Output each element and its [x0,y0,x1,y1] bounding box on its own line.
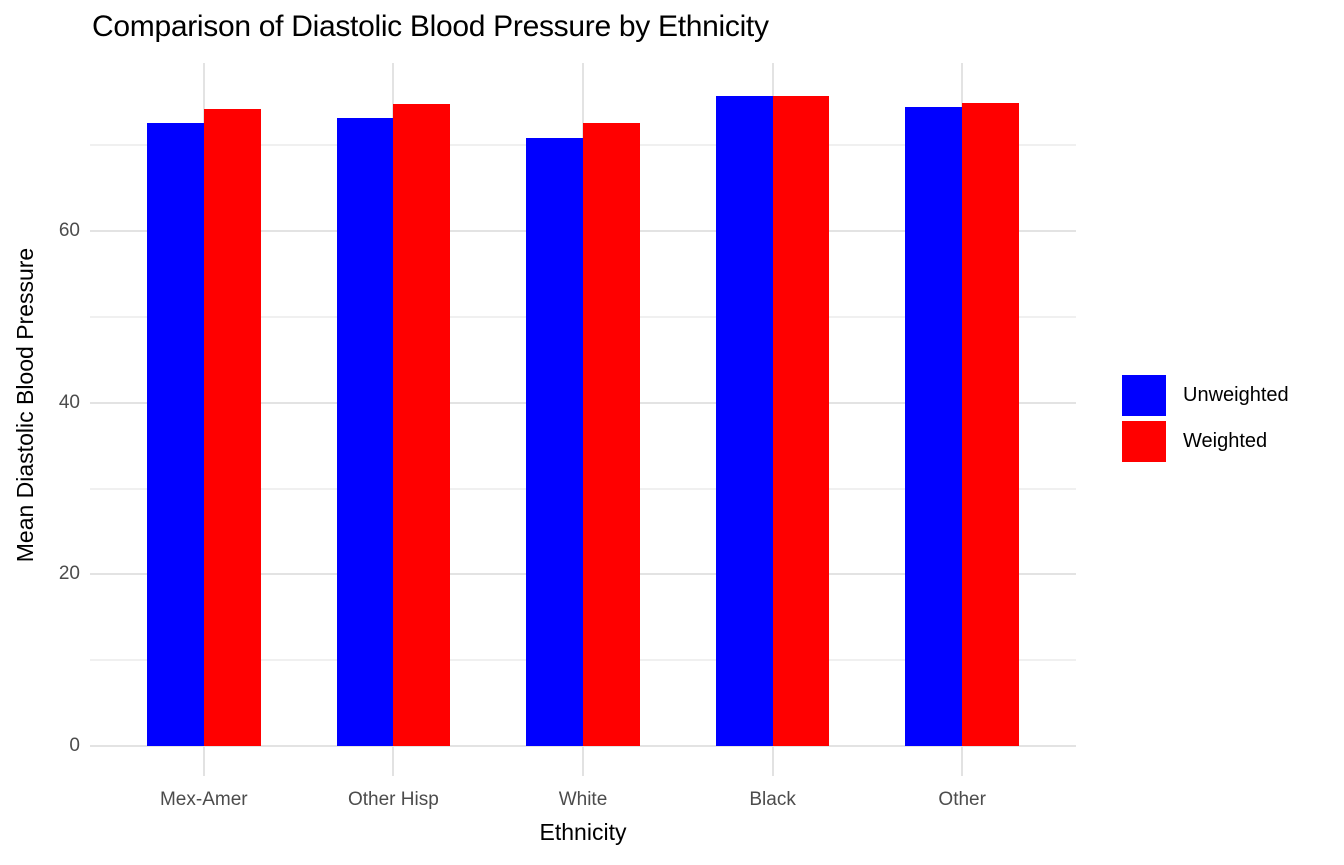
legend-item-unweighted[interactable]: Unweighted [1122,375,1289,416]
x-tick-label: Other [938,789,986,810]
bar-weighted-other [962,103,1020,746]
y-tick-label: 20 [58,563,80,585]
bar-unweighted-other [905,106,963,746]
x-tick-label: Black [749,789,796,810]
legend: Unweighted Weighted [1122,375,1289,462]
x-tick [202,746,205,776]
x-axis-title: Ethnicity [539,819,627,845]
bar-unweighted-other-hisp [336,117,394,746]
legend-swatch-unweighted [1122,375,1166,416]
bar-unweighted-mex-amer [146,123,204,746]
x-tick-label: White [558,789,608,810]
bar-weighted-mex-amer [203,109,261,746]
bar-weighted-other-hisp [393,104,451,746]
bar-weighted-black [772,96,830,746]
legend-label: Unweighted [1183,384,1289,406]
chart-title: Comparison of Diastolic Blood Pressure b… [92,10,769,43]
x-tick [392,746,395,776]
y-tick-label: 40 [58,391,80,413]
plot-area [90,63,1076,747]
x-tick [582,746,584,776]
y-tick-label: 0 [69,735,80,756]
legend-swatch-weighted [1122,421,1166,462]
bar-weighted-white [583,123,640,746]
legend-item-weighted[interactable]: Weighted [1122,421,1289,462]
x-tick-label: Other Hisp [347,789,439,810]
legend-label: Weighted [1183,430,1268,452]
bar-unweighted-white [526,137,583,746]
bar-unweighted-black [715,95,773,746]
x-tick [771,746,774,776]
y-tick-label: 60 [58,220,80,242]
x-tick-label: Mex-Amer [159,789,248,810]
x-tick [961,746,964,776]
